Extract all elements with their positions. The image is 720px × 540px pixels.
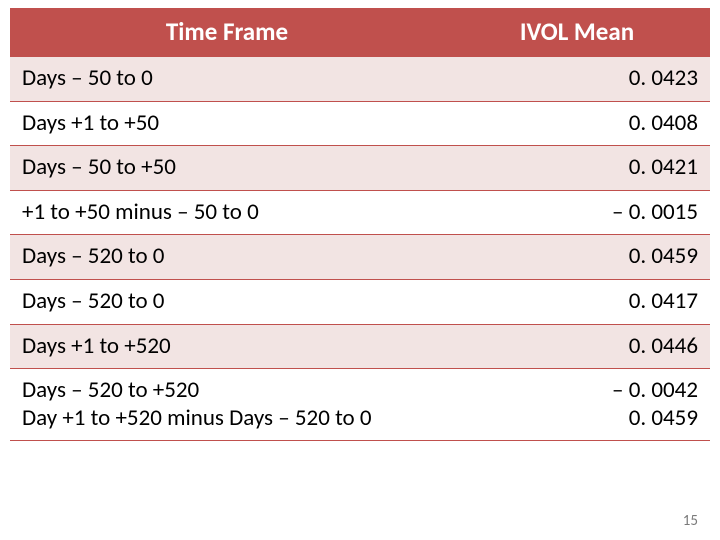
table-row: Days – 50 to +500. 0421 bbox=[10, 146, 710, 191]
cell-timeframe: +1 to +50 minus – 50 to 0 bbox=[10, 190, 444, 235]
table-row: Days +1 to +5200. 0446 bbox=[10, 324, 710, 369]
table-row: Days – 50 to 00. 0423 bbox=[10, 57, 710, 101]
cell-ivolmean: 0. 0421 bbox=[444, 146, 710, 191]
table-body: Days – 50 to 00. 0423Days +1 to +500. 04… bbox=[10, 57, 710, 441]
ivol-table-container: Time Frame IVOL Mean Days – 50 to 00. 04… bbox=[10, 8, 710, 441]
table-row: Days +1 to +500. 0408 bbox=[10, 101, 710, 146]
cell-timeframe: Days – 50 to 0 bbox=[10, 57, 444, 101]
cell-timeframe: Days – 520 to 0 bbox=[10, 279, 444, 324]
cell-ivolmean: 0. 0417 bbox=[444, 279, 710, 324]
cell-timeframe: Days – 520 to 0 bbox=[10, 235, 444, 280]
cell-ivolmean: 0. 0423 bbox=[444, 57, 710, 101]
cell-ivolmean: 0. 0459 bbox=[444, 235, 710, 280]
ivol-table: Time Frame IVOL Mean Days – 50 to 00. 04… bbox=[10, 8, 710, 441]
table-row: Days – 520 to 00. 0459 bbox=[10, 235, 710, 280]
cell-ivolmean: 0. 0446 bbox=[444, 324, 710, 369]
cell-timeframe: Days – 50 to +50 bbox=[10, 146, 444, 191]
page-number: 15 bbox=[683, 512, 698, 530]
cell-timeframe: Days +1 to +520 bbox=[10, 324, 444, 369]
cell-timeframe: Days +1 to +50 bbox=[10, 101, 444, 146]
column-header-timeframe: Time Frame bbox=[10, 8, 444, 57]
table-row: +1 to +50 minus – 50 to 0– 0. 0015 bbox=[10, 190, 710, 235]
column-header-ivolmean: IVOL Mean bbox=[444, 8, 710, 57]
table-row: Days – 520 to +520 Day +1 to +520 minus … bbox=[10, 369, 710, 441]
cell-timeframe: Days – 520 to +520 Day +1 to +520 minus … bbox=[10, 369, 444, 441]
table-header-row: Time Frame IVOL Mean bbox=[10, 8, 710, 57]
cell-ivolmean: – 0. 0015 bbox=[444, 190, 710, 235]
cell-ivolmean: 0. 0408 bbox=[444, 101, 710, 146]
table-row: Days – 520 to 00. 0417 bbox=[10, 279, 710, 324]
cell-ivolmean: – 0. 0042 0. 0459 bbox=[444, 369, 710, 441]
